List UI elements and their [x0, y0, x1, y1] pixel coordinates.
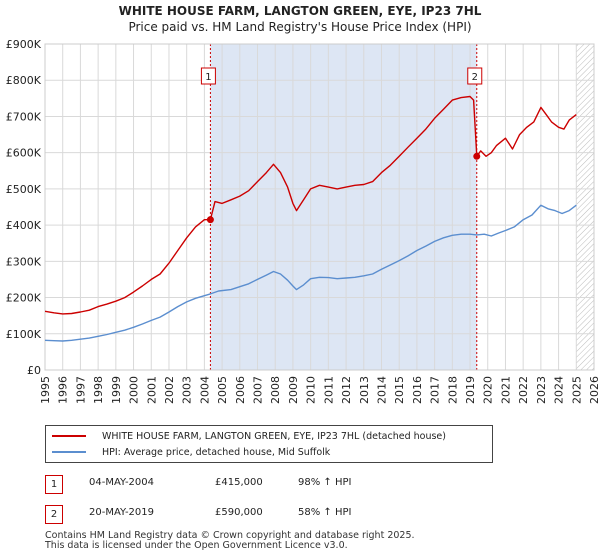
x-tick-label: 2011 — [322, 376, 335, 404]
chart-legend: WHITE HOUSE FARM, LANGTON GREEN, EYE, IP… — [45, 425, 493, 463]
ownership-shade — [210, 44, 477, 370]
x-tick-label: 1999 — [110, 376, 123, 404]
transaction-date: 04-MAY-2004 — [89, 477, 155, 488]
x-tick-label: 2023 — [535, 376, 548, 404]
y-tick-label: £100K — [6, 328, 42, 341]
legend-item-hpi: HPI: Average price, detached house, Mid … — [52, 445, 330, 459]
x-tick-label: 2012 — [340, 376, 353, 404]
y-tick-label: £400K — [6, 219, 42, 232]
x-tick-label: 1997 — [74, 376, 87, 404]
x-tick-label: 2004 — [198, 376, 211, 404]
y-tick-label: £600K — [6, 147, 42, 160]
legend-label-property: WHITE HOUSE FARM, LANGTON GREEN, EYE, IP… — [102, 430, 446, 442]
y-tick-label: £700K — [6, 110, 42, 123]
footer: Contains HM Land Registry data © Crown c… — [45, 531, 415, 551]
x-tick-label: 2021 — [499, 376, 512, 404]
legend-swatch-hpi — [52, 451, 86, 453]
x-tick-label: 2026 — [588, 376, 600, 404]
x-tick-label: 2001 — [145, 376, 158, 404]
annotation-box — [467, 67, 483, 85]
footer-copyright: Contains HM Land Registry data © Crown c… — [45, 530, 415, 541]
x-tick-label: 2014 — [375, 376, 388, 404]
x-tick-label: 2018 — [446, 376, 459, 404]
legend-item-property: WHITE HOUSE FARM, LANGTON GREEN, EYE, IP… — [52, 429, 446, 443]
x-tick-label: 2010 — [305, 376, 318, 404]
y-tick-label: £200K — [6, 292, 42, 305]
x-tick-label: 2005 — [216, 376, 229, 404]
series-group — [45, 95, 577, 342]
plot-frame — [44, 43, 595, 371]
transaction-price: £590,000 — [215, 507, 263, 518]
x-tick-label: 2006 — [234, 376, 247, 404]
x-tick-label: 1998 — [92, 376, 105, 404]
x-tick-label: 2009 — [287, 376, 300, 404]
y-tick-label: £500K — [6, 183, 42, 196]
y-tick-label: £0 — [27, 364, 41, 377]
x-tick-label: 2017 — [429, 376, 442, 404]
x-tick-label: 2002 — [163, 376, 176, 404]
chart-title: WHITE HOUSE FARM, LANGTON GREEN, EYE, IP… — [118, 4, 482, 18]
x-tick-label: 2020 — [482, 376, 495, 404]
x-tick-label: 2025 — [570, 376, 583, 404]
x-tick-label: 2024 — [553, 376, 566, 404]
transaction-date: 20-MAY-2019 — [89, 507, 155, 518]
annotation-label: 2 — [472, 72, 478, 83]
future-hatch — [576, 44, 594, 370]
annotation-label: 1 — [205, 72, 211, 83]
chart-subtitle: Price paid vs. HM Land Registry's House … — [128, 20, 472, 34]
series-line-hpi — [45, 204, 577, 342]
x-tick-label: 2000 — [128, 376, 141, 404]
transaction-price: £415,000 — [215, 477, 263, 488]
x-tick-label: 1995 — [39, 376, 52, 404]
legend-label-hpi: HPI: Average price, detached house, Mid … — [102, 446, 331, 458]
x-tick-label: 2008 — [269, 376, 282, 404]
x-tick-label: 2015 — [393, 376, 406, 404]
y-tick-label: £800K — [6, 74, 42, 87]
y-tick-label: £900K — [6, 38, 42, 51]
x-tick-label: 2003 — [181, 376, 194, 404]
transaction-badge: 1 — [45, 475, 63, 494]
footer-licence: This data is licensed under the Open Gov… — [45, 540, 348, 551]
x-tick-label: 2019 — [464, 376, 477, 404]
x-tick-label: 2022 — [517, 376, 530, 404]
sale-point — [206, 216, 214, 224]
x-tick-label: 1996 — [57, 376, 70, 404]
x-tick-label: 2016 — [411, 376, 424, 404]
series-line-property — [45, 95, 577, 315]
transaction-badge: 2 — [45, 505, 63, 524]
sale-point — [473, 152, 481, 160]
x-tick-label: 2013 — [358, 376, 371, 404]
transaction-hpi: 58% ↑ HPI — [298, 507, 352, 518]
transaction-hpi: 98% ↑ HPI — [298, 477, 352, 488]
legend-swatch-property — [52, 435, 86, 437]
y-tick-label: £300K — [6, 255, 42, 268]
price-chart: £0 £100K £200K £300K £400K £500K £600K £700K £80… — [6, 38, 600, 404]
annotation-box — [200, 67, 216, 85]
x-tick-label: 2007 — [252, 376, 265, 404]
